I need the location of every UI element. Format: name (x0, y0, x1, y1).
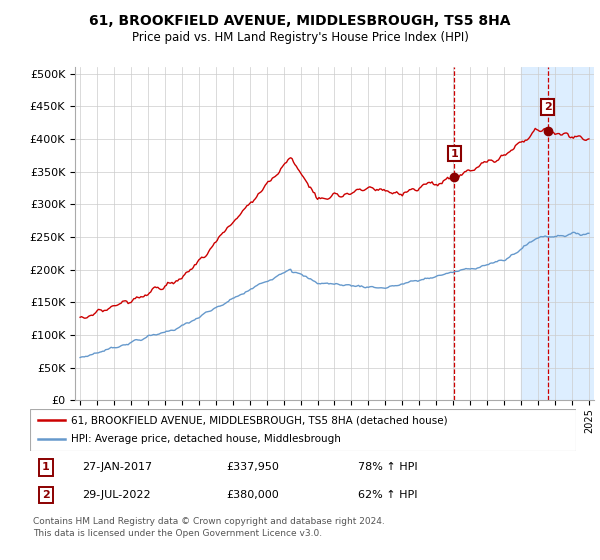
Text: 2: 2 (42, 490, 50, 500)
Text: 27-JAN-2017: 27-JAN-2017 (82, 463, 152, 473)
Text: £337,950: £337,950 (227, 463, 280, 473)
Text: 78% ↑ HPI: 78% ↑ HPI (358, 463, 417, 473)
Text: Price paid vs. HM Land Registry's House Price Index (HPI): Price paid vs. HM Land Registry's House … (131, 31, 469, 44)
Text: 61, BROOKFIELD AVENUE, MIDDLESBROUGH, TS5 8HA: 61, BROOKFIELD AVENUE, MIDDLESBROUGH, TS… (89, 14, 511, 28)
Bar (521, 67, 594, 400)
Text: HPI: Average price, detached house, Middlesbrough: HPI: Average price, detached house, Midd… (71, 435, 341, 445)
Text: This data is licensed under the Open Government Licence v3.0.: This data is licensed under the Open Gov… (33, 530, 322, 539)
Text: 1: 1 (451, 149, 458, 158)
Text: 1: 1 (42, 463, 50, 473)
Text: Contains HM Land Registry data © Crown copyright and database right 2024.: Contains HM Land Registry data © Crown c… (33, 516, 385, 526)
Text: 29-JUL-2022: 29-JUL-2022 (82, 490, 151, 500)
Text: 62% ↑ HPI: 62% ↑ HPI (358, 490, 417, 500)
Text: 61, BROOKFIELD AVENUE, MIDDLESBROUGH, TS5 8HA (detached house): 61, BROOKFIELD AVENUE, MIDDLESBROUGH, TS… (71, 415, 448, 425)
Text: £380,000: £380,000 (227, 490, 280, 500)
Text: 2: 2 (544, 102, 551, 112)
